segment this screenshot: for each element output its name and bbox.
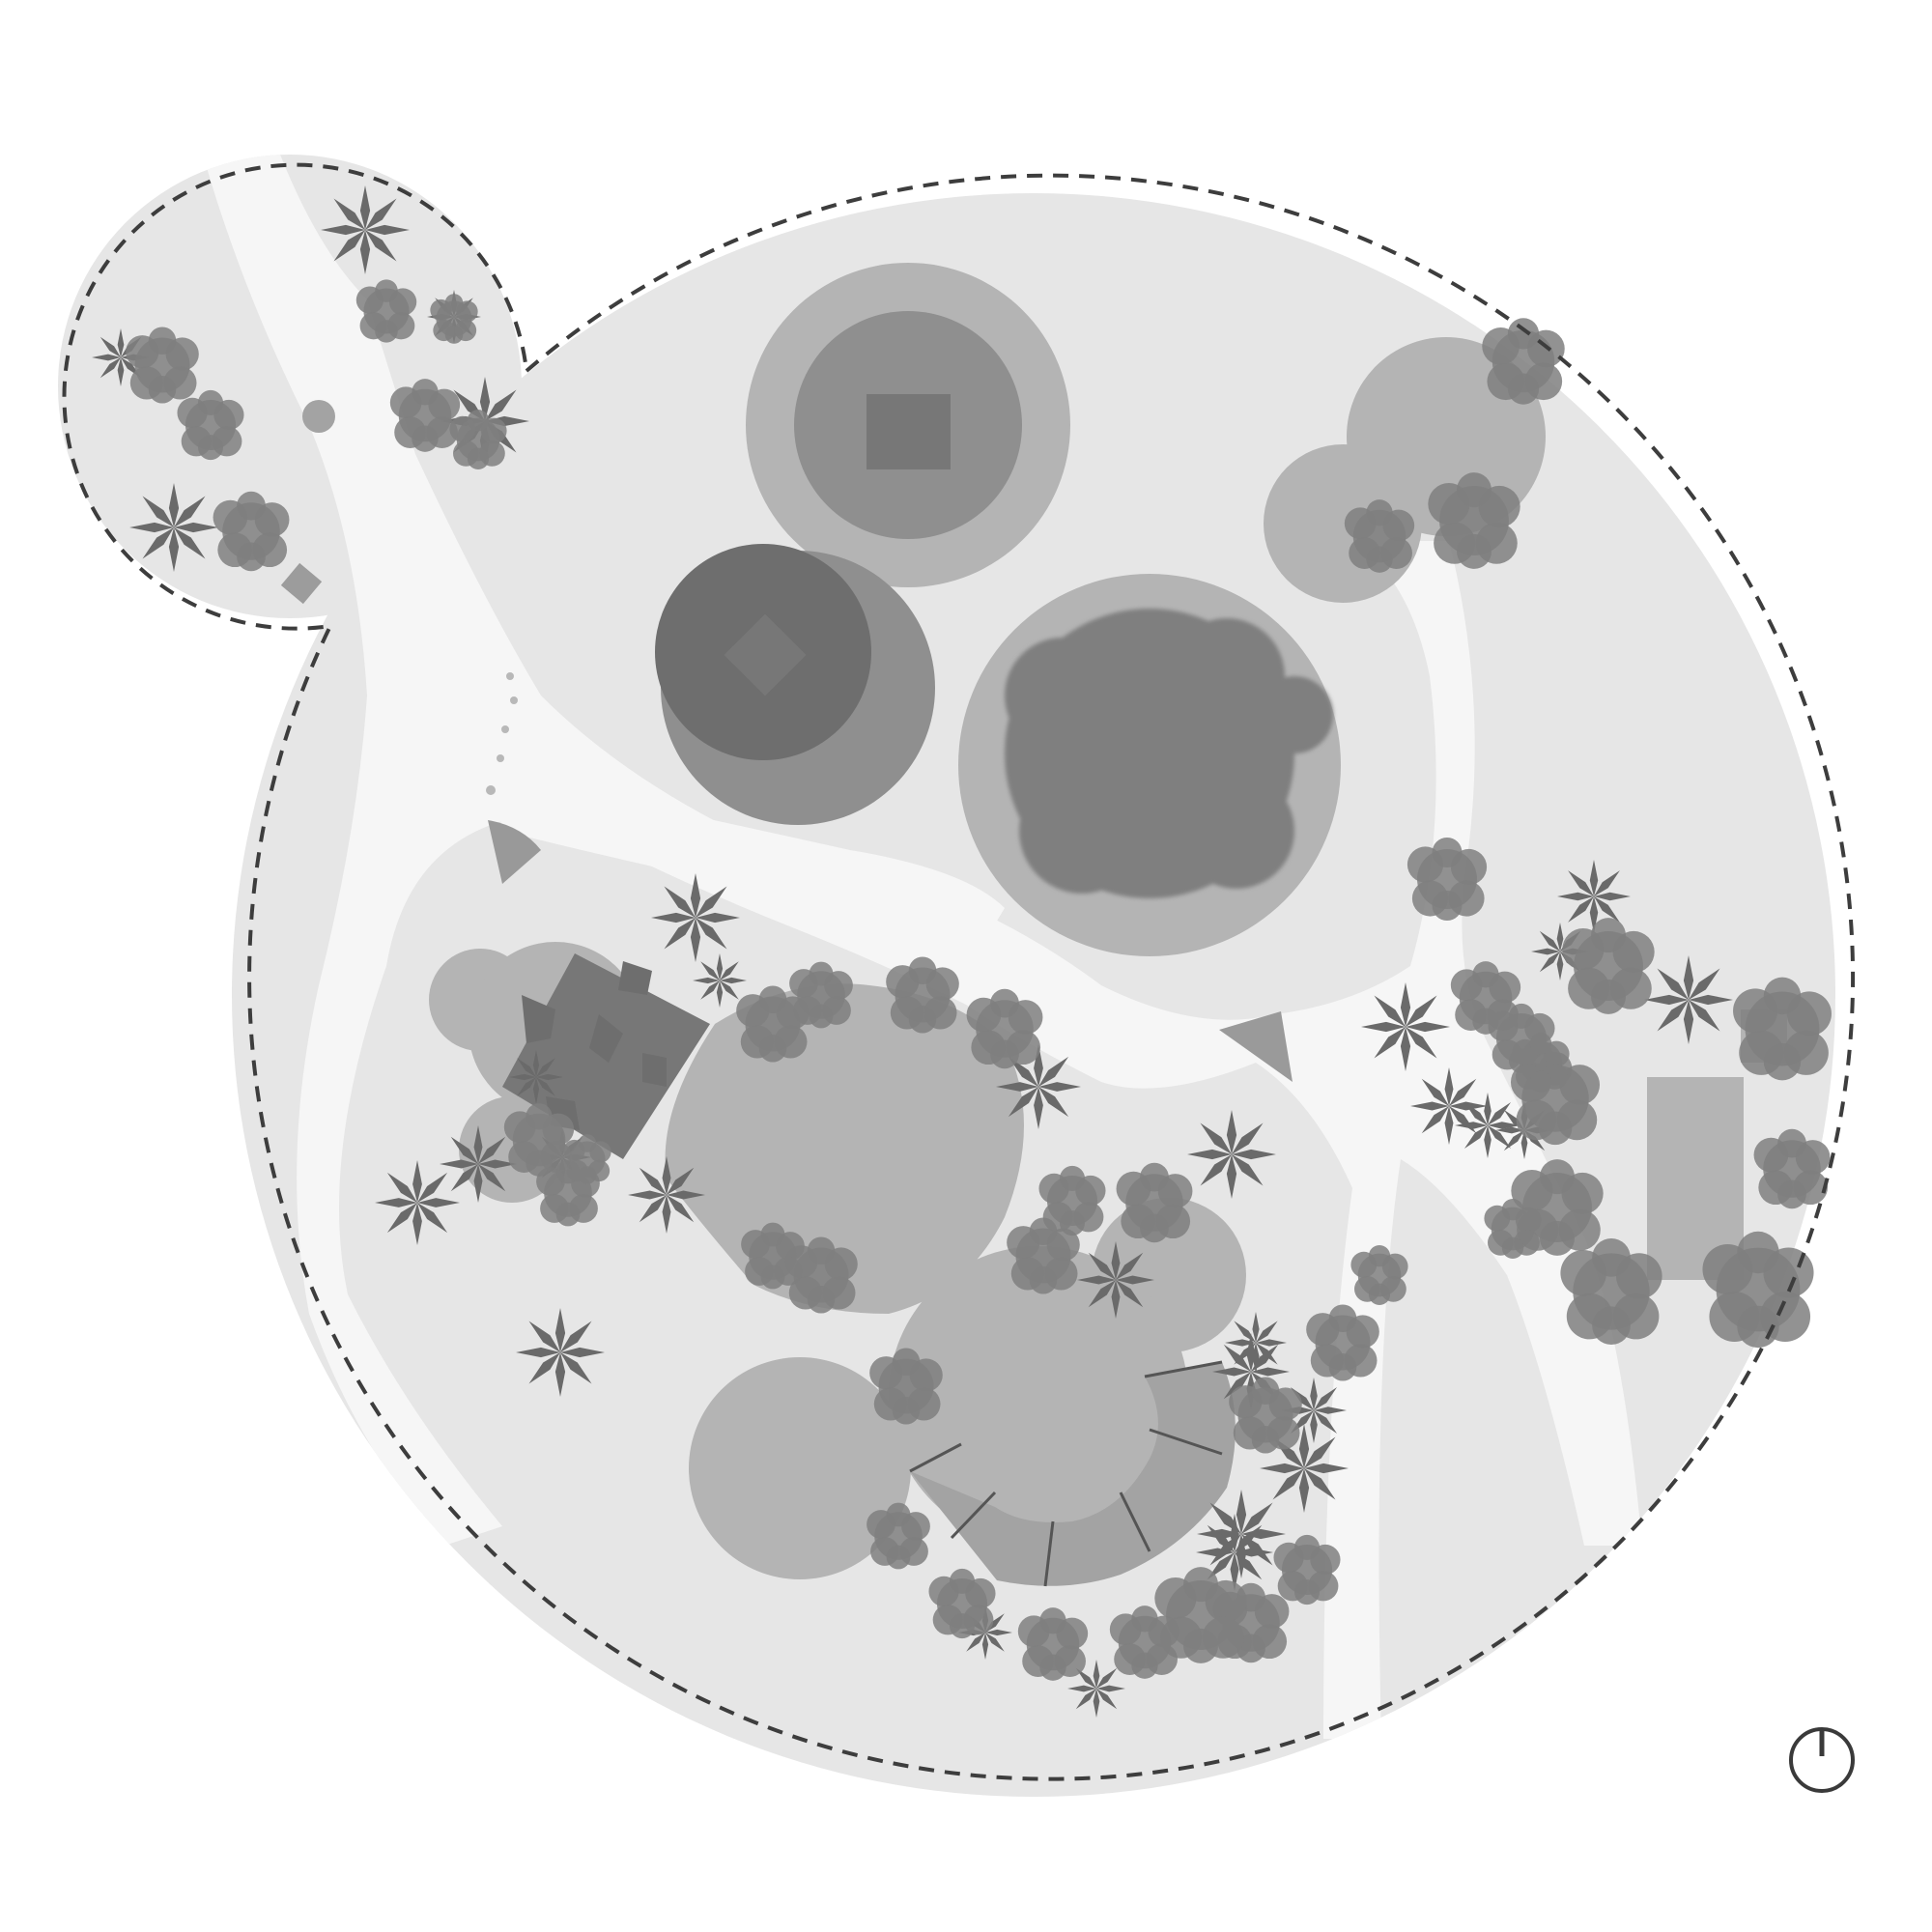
shrub-icon — [928, 1568, 996, 1639]
shrub-icon — [1017, 1607, 1089, 1681]
shrub-icon — [1344, 499, 1415, 573]
shrub-icon — [1116, 1162, 1193, 1243]
shrub-icon — [867, 1502, 930, 1570]
shrub-icon — [1273, 1534, 1341, 1605]
palm-tree-icon — [1187, 1110, 1276, 1199]
walkway-network — [203, 155, 1642, 1739]
palm-tree-icon — [1557, 860, 1631, 933]
palm-tree-icon — [1644, 955, 1733, 1044]
shrub-icon — [1350, 1245, 1408, 1305]
palm-tree-icon — [693, 953, 747, 1008]
palm-tree-icon — [1077, 1241, 1154, 1319]
pavilion-circle-west — [655, 544, 935, 825]
shrub-icon — [1733, 977, 1832, 1081]
shrub-icon — [1560, 1237, 1662, 1346]
shrub-icon — [430, 294, 478, 344]
shrub-icon — [213, 491, 290, 572]
palm-tree-icon — [1361, 982, 1450, 1071]
pavilion-circle-north — [746, 263, 1070, 587]
palm-tree-icon — [1067, 1660, 1125, 1718]
canopy-tree-large — [958, 574, 1341, 956]
shrub-icon — [1512, 1033, 1570, 1093]
shrub-icon — [177, 389, 244, 461]
shrub-icon — [1229, 1377, 1302, 1454]
north-arrow-icon — [1789, 1727, 1855, 1793]
palm-tree-icon — [1196, 1514, 1273, 1591]
shrub-icon — [1484, 1199, 1542, 1259]
shrub-icon — [1007, 1217, 1080, 1294]
shrub-icon — [1109, 1605, 1180, 1679]
palm-tree-icon — [516, 1308, 605, 1397]
shrub-icon — [389, 379, 461, 452]
shrub-clusters — [126, 279, 1832, 1681]
shrub-icon — [1702, 1231, 1814, 1349]
palm-tree-icon — [129, 483, 218, 572]
site-boundary — [62, 162, 1856, 1781]
shrub-icon — [355, 279, 417, 343]
shrub-icon — [563, 1134, 611, 1184]
palm-tree-icon — [440, 1125, 517, 1203]
palm-tree-icon — [321, 185, 410, 274]
palm-tree-icon — [996, 1044, 1081, 1129]
shrub-icon — [886, 956, 959, 1034]
shrub-icon — [1154, 1567, 1247, 1663]
palm-tree-icon — [628, 1156, 705, 1234]
shrub-icon — [1306, 1304, 1379, 1381]
shrub-icon — [126, 327, 199, 404]
shrub-icon — [1428, 472, 1520, 569]
shrub-icon — [741, 1222, 805, 1290]
palm-tree-icon — [509, 1050, 563, 1104]
shrub-icon — [869, 1348, 943, 1425]
shrub-icon — [1562, 918, 1655, 1014]
palm-tree-icon — [1455, 1093, 1520, 1158]
shrub-icon — [449, 410, 507, 469]
palm-tree-icon — [1197, 1490, 1286, 1578]
shrub-icon — [966, 988, 1043, 1069]
shrub-icon — [789, 961, 853, 1029]
site-markers — [280, 400, 1293, 1082]
shrub-icon — [1406, 838, 1488, 921]
palm-tree-icon — [375, 1160, 460, 1245]
palm-tree-icon — [651, 873, 740, 962]
shrub-icon — [1753, 1128, 1831, 1209]
